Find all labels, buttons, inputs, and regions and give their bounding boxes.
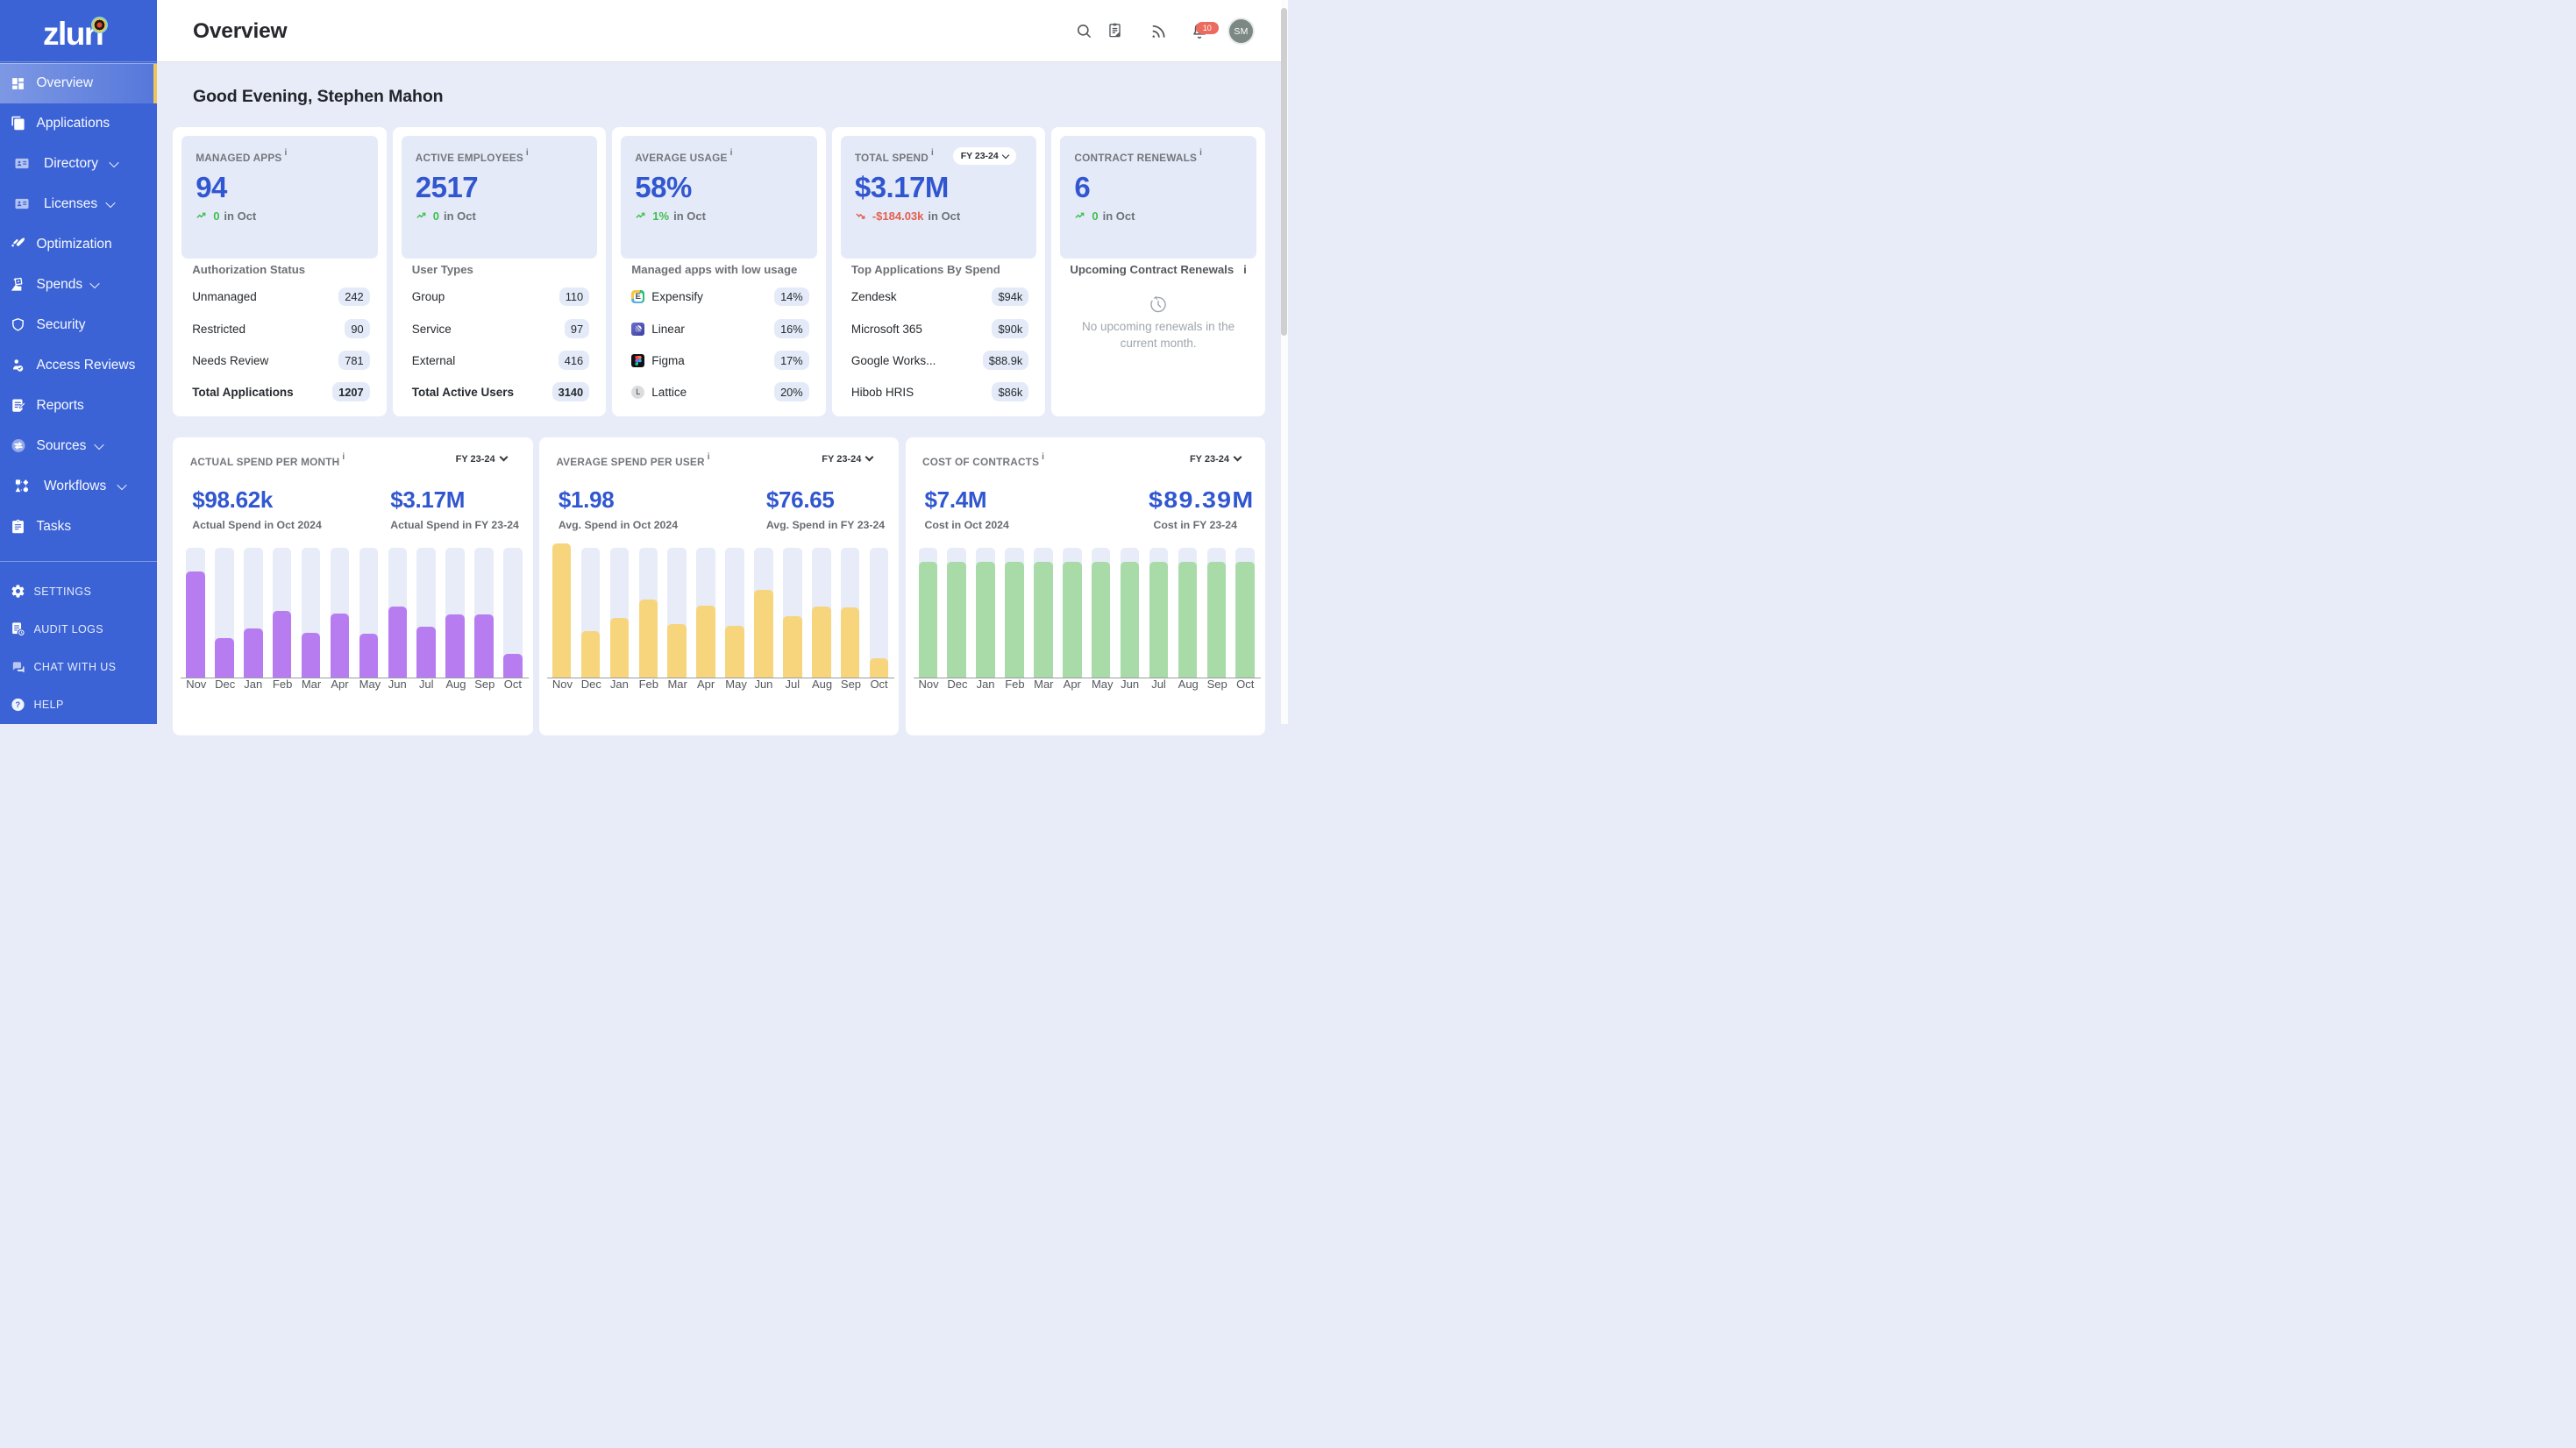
svg-text:?: ? xyxy=(16,700,21,709)
